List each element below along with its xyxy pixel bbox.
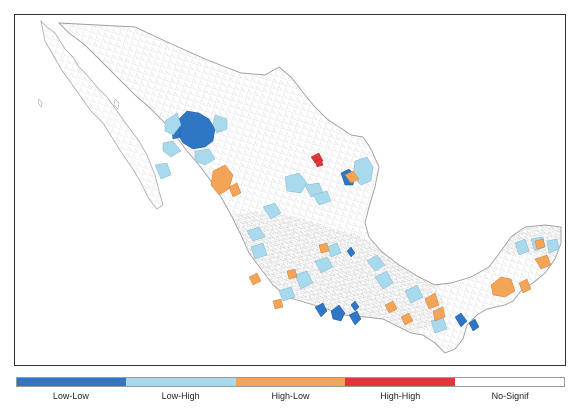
- legend-swatch-high-high: [345, 378, 455, 386]
- legend-swatch-low-high: [126, 378, 236, 386]
- legend-label-low-low: Low-Low: [52, 391, 89, 401]
- legend-color-bar: [16, 377, 565, 387]
- mexico-map: [37, 19, 562, 354]
- legend-label-low-high: Low-High: [161, 391, 200, 401]
- high-low-clusters: [210, 164, 552, 326]
- legend-swatch-low-low: [17, 378, 127, 386]
- map-legend: Low-Low Low-High High-Low High-High No-S…: [16, 377, 565, 401]
- map-frame: [14, 14, 566, 366]
- legend-label-no-signif: No-Signif: [491, 391, 529, 401]
- island-tiburon: [113, 98, 120, 110]
- low-high-clusters: [154, 112, 560, 334]
- legend-label-high-low: High-Low: [271, 391, 310, 401]
- high-high-clusters: [310, 152, 324, 168]
- yucatan-municipalities: [501, 225, 561, 259]
- legend-swatch-no-signif: [454, 378, 565, 386]
- legend-labels: Low-Low Low-High High-Low High-High No-S…: [16, 391, 565, 401]
- legend-label-high-high: High-High: [380, 391, 421, 401]
- island-cedros: [37, 98, 43, 108]
- legend-swatch-high-low: [235, 378, 346, 386]
